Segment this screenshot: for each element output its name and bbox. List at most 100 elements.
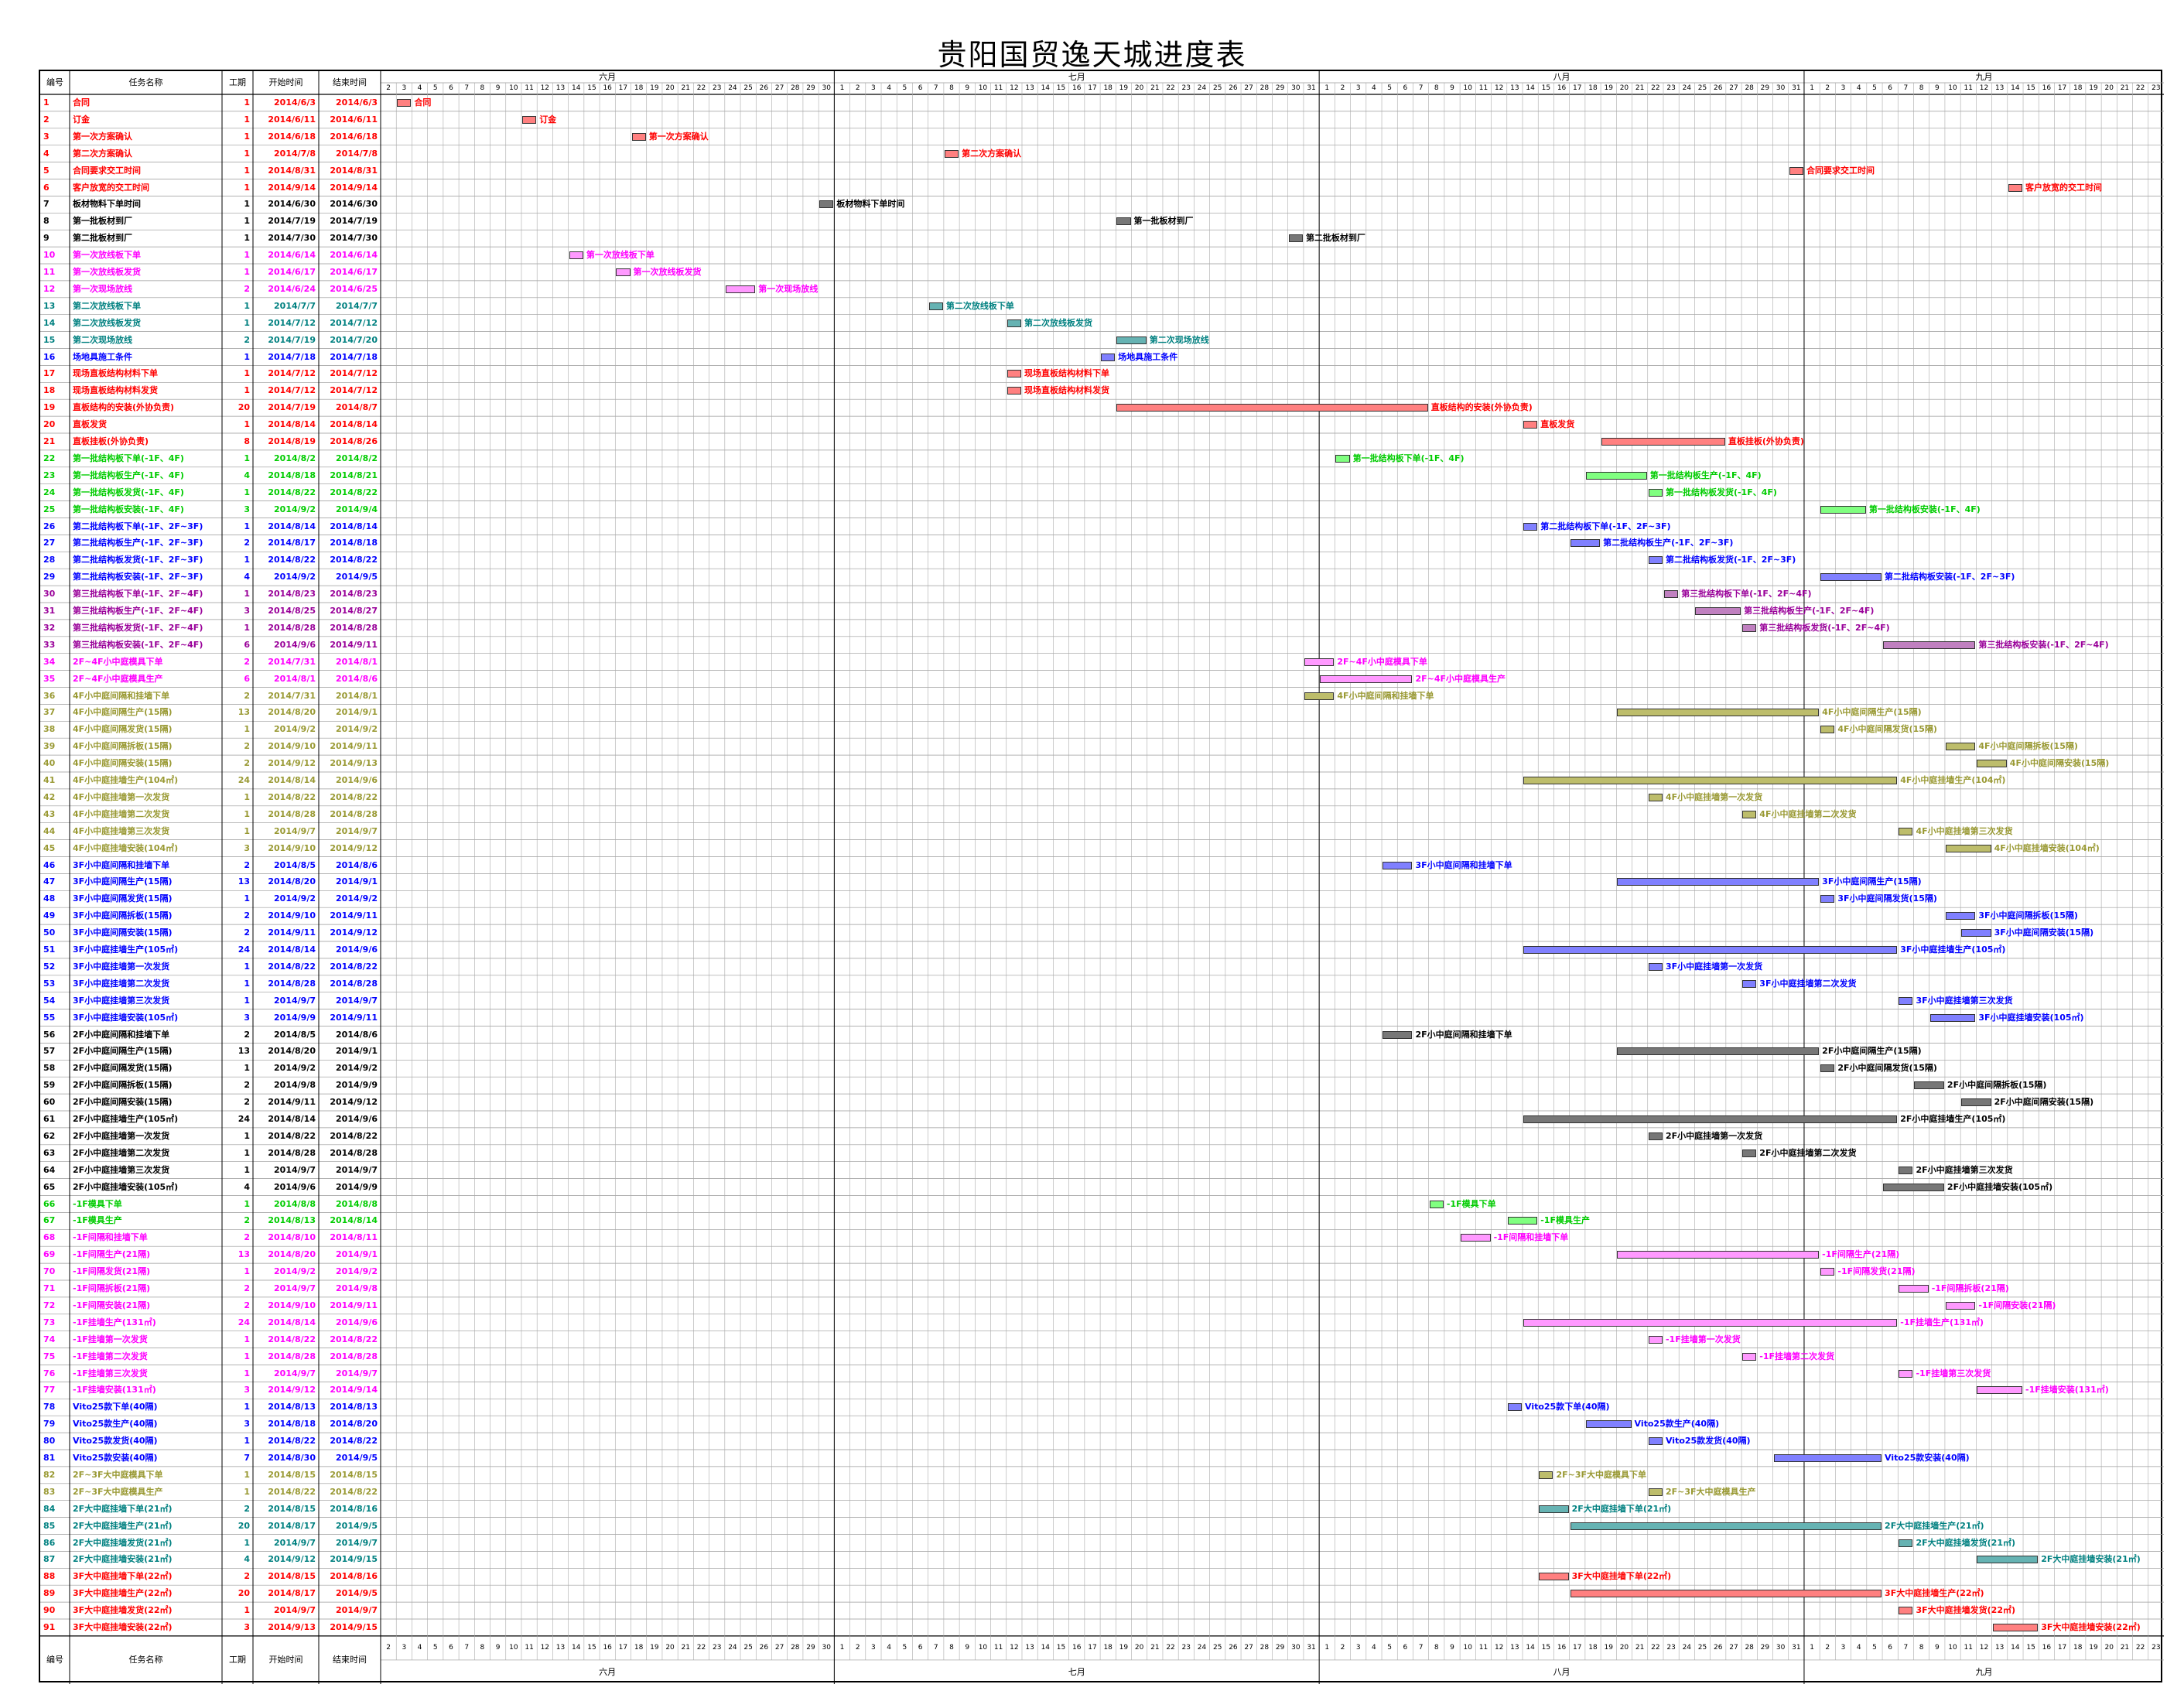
gantt-bar[interactable] — [1007, 387, 1021, 395]
gantt-bar[interactable] — [1585, 1420, 1632, 1429]
gantt-bar[interactable] — [1648, 488, 1663, 497]
gantt-bar[interactable] — [1383, 1030, 1413, 1039]
gantt-bar[interactable] — [725, 285, 756, 293]
gantt-bar[interactable] — [1742, 979, 1757, 988]
gantt-bar[interactable] — [1961, 1098, 1991, 1107]
gantt-bar[interactable] — [1648, 1335, 1663, 1344]
gantt-bar[interactable] — [1617, 1251, 1820, 1259]
gantt-bar[interactable] — [1335, 454, 1350, 463]
gantt-bar[interactable] — [1820, 895, 1835, 904]
gantt-bar[interactable] — [1507, 1217, 1538, 1225]
gantt-bar[interactable] — [944, 149, 959, 158]
gantt-bar[interactable] — [1523, 522, 1538, 531]
gantt-bar[interactable] — [819, 200, 834, 209]
gantt-bar[interactable] — [2008, 183, 2023, 192]
gantt-bar[interactable] — [1695, 607, 1741, 615]
gantt-bar[interactable] — [1648, 1132, 1663, 1140]
gantt-bar-label: 4F小中庭间隔和挂墙下单 — [1337, 690, 1434, 701]
gantt-bar[interactable] — [1648, 793, 1663, 801]
gantt-bar[interactable] — [1820, 1268, 1835, 1276]
gantt-bar[interactable] — [1007, 370, 1021, 378]
task-end: 2014/8/7 — [336, 402, 378, 413]
gantt-bar[interactable] — [1914, 1081, 1944, 1090]
gantt-bar[interactable] — [1570, 1522, 1882, 1530]
gantt-bar[interactable] — [1101, 353, 1116, 361]
gantt-bar[interactable] — [1523, 1115, 1898, 1123]
gantt-bar[interactable] — [1523, 777, 1898, 784]
gantt-bar[interactable] — [1585, 471, 1647, 480]
gantt-bar[interactable] — [1742, 810, 1757, 818]
gantt-bar[interactable] — [1383, 861, 1413, 869]
gantt-bar[interactable] — [1007, 319, 1021, 327]
gantt-bar[interactable] — [569, 251, 583, 260]
gantt-bar[interactable] — [1977, 760, 2007, 768]
gantt-bar[interactable] — [1539, 1573, 1569, 1581]
gantt-bar[interactable] — [1883, 640, 1976, 649]
gantt-bar[interactable] — [1899, 827, 1913, 835]
gantt-bar[interactable] — [1820, 505, 1866, 514]
gantt-bar[interactable] — [1570, 539, 1601, 548]
gantt-bar[interactable] — [1945, 743, 1976, 751]
gantt-bar[interactable] — [1742, 1352, 1757, 1361]
task-end: 2014/8/22 — [330, 1486, 378, 1497]
gantt-bar[interactable] — [1929, 1013, 1976, 1022]
task-start: 2014/8/22 — [268, 555, 316, 565]
gantt-bar[interactable] — [1648, 556, 1663, 565]
gantt-bar[interactable] — [1899, 1285, 1929, 1293]
gantt-bar[interactable] — [928, 302, 943, 310]
gantt-bar[interactable] — [1820, 573, 1882, 582]
gantt-bar[interactable] — [1899, 1166, 1913, 1174]
gantt-bar[interactable] — [397, 99, 412, 107]
gantt-bar[interactable] — [1570, 1590, 1882, 1598]
task-duration: 20 — [238, 402, 250, 413]
gantt-bar[interactable] — [1507, 1403, 1522, 1412]
gantt-bar[interactable] — [1663, 590, 1679, 599]
gantt-bar[interactable] — [1116, 336, 1147, 344]
gantt-bar[interactable] — [1461, 1234, 1491, 1242]
gantt-bar[interactable] — [1116, 217, 1131, 226]
gantt-bar[interactable] — [1648, 1437, 1663, 1446]
gantt-bar[interactable] — [1617, 709, 1820, 717]
gantt-bar[interactable] — [1617, 1047, 1820, 1056]
gantt-bar-label: Vito25款安装(40隔) — [1885, 1453, 1970, 1463]
gantt-bar[interactable] — [1992, 1624, 2039, 1631]
gantt-bar[interactable] — [1961, 929, 1991, 938]
gantt-bar[interactable] — [1899, 1369, 1913, 1378]
gantt-bar[interactable] — [1320, 675, 1413, 683]
gantt-bar[interactable] — [1742, 623, 1757, 632]
gantt-bar[interactable] — [1539, 1471, 1553, 1479]
gantt-bar[interactable] — [1601, 438, 1725, 446]
gantt-bar[interactable] — [1789, 166, 1803, 175]
gantt-bar[interactable] — [1523, 1318, 1898, 1327]
gantt-bar[interactable] — [521, 115, 537, 124]
gantt-bar[interactable] — [1945, 844, 1991, 852]
gantt-bar[interactable] — [1304, 692, 1335, 700]
gantt-bar[interactable] — [1523, 946, 1898, 954]
gantt-bar[interactable] — [1977, 1386, 2023, 1395]
gantt-bar[interactable] — [1899, 1607, 1913, 1615]
gantt-bar[interactable] — [1820, 726, 1835, 734]
gantt-bar[interactable] — [1977, 1556, 2039, 1564]
gantt-bar[interactable] — [1883, 1183, 1944, 1191]
gantt-bar[interactable] — [1523, 421, 1538, 429]
gantt-bar[interactable] — [1429, 1200, 1444, 1208]
gantt-bar[interactable] — [1945, 1301, 1976, 1310]
gantt-bar[interactable] — [1288, 234, 1303, 243]
gantt-bar[interactable] — [1899, 1539, 1913, 1547]
gantt-bar[interactable] — [1617, 878, 1820, 886]
task-id: 70 — [43, 1266, 56, 1277]
gantt-bar[interactable] — [1899, 996, 1913, 1005]
gantt-bar[interactable] — [1116, 404, 1428, 412]
gantt-bar[interactable] — [1648, 1488, 1663, 1496]
gantt-bar[interactable] — [1742, 1149, 1757, 1157]
gantt-bar[interactable] — [1773, 1454, 1882, 1462]
gantt-bar[interactable] — [631, 132, 646, 141]
gantt-bar[interactable] — [1945, 912, 1976, 921]
task-id: 71 — [43, 1283, 56, 1293]
gantt-bar[interactable] — [1304, 658, 1335, 666]
task-start: 2014/8/20 — [268, 876, 316, 887]
gantt-bar[interactable] — [1820, 1064, 1835, 1073]
gantt-bar[interactable] — [616, 268, 631, 276]
gantt-bar[interactable] — [1648, 962, 1663, 971]
gantt-bar[interactable] — [1539, 1505, 1569, 1513]
